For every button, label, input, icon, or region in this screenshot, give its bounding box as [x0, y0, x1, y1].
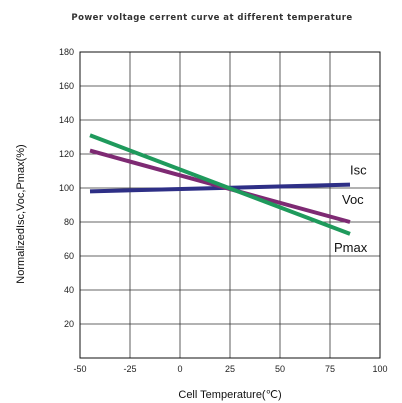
y-tick-label: 40 — [64, 285, 74, 295]
x-axis-label: Cell Temperature(℃) — [178, 389, 281, 401]
x-tick-label: 100 — [372, 364, 387, 374]
y-tick-label: 160 — [59, 81, 74, 91]
y-tick-label: 80 — [64, 217, 74, 227]
chart-title: Power voltage cerrent curve at different… — [71, 13, 352, 23]
series-label-pmax: Pmax — [334, 240, 368, 255]
x-tick-label: 0 — [177, 364, 182, 374]
series-labels: Isc Voc Pmax — [334, 163, 368, 255]
x-tick-label: 50 — [275, 364, 285, 374]
x-tick-label: -25 — [123, 364, 136, 374]
y-tick-label: 60 — [64, 251, 74, 261]
y-axis-label: NormalizedIsc,Voc,Pmax(%) — [15, 144, 27, 283]
y-tick-label: 120 — [59, 149, 74, 159]
grid-lines — [80, 52, 380, 358]
x-tick-label: -50 — [73, 364, 86, 374]
y-tick-label: 20 — [64, 319, 74, 329]
y-tick-label: 180 — [59, 47, 74, 57]
series-label-voc: Voc — [342, 192, 364, 207]
y-tick-label: 100 — [59, 183, 74, 193]
x-tick-label: 75 — [325, 364, 335, 374]
x-tick-label: 25 — [225, 364, 235, 374]
y-tick-label: 140 — [59, 115, 74, 125]
series-line-pmax — [89, 133, 351, 236]
plot-border — [79, 51, 381, 359]
x-tick-labels: -50 -25 0 25 50 75 100 — [73, 364, 387, 374]
y-tick-labels: 20 40 60 80 100 120 140 160 180 — [59, 47, 74, 329]
series-label-isc: Isc — [350, 163, 367, 178]
series-lines — [89, 133, 351, 236]
